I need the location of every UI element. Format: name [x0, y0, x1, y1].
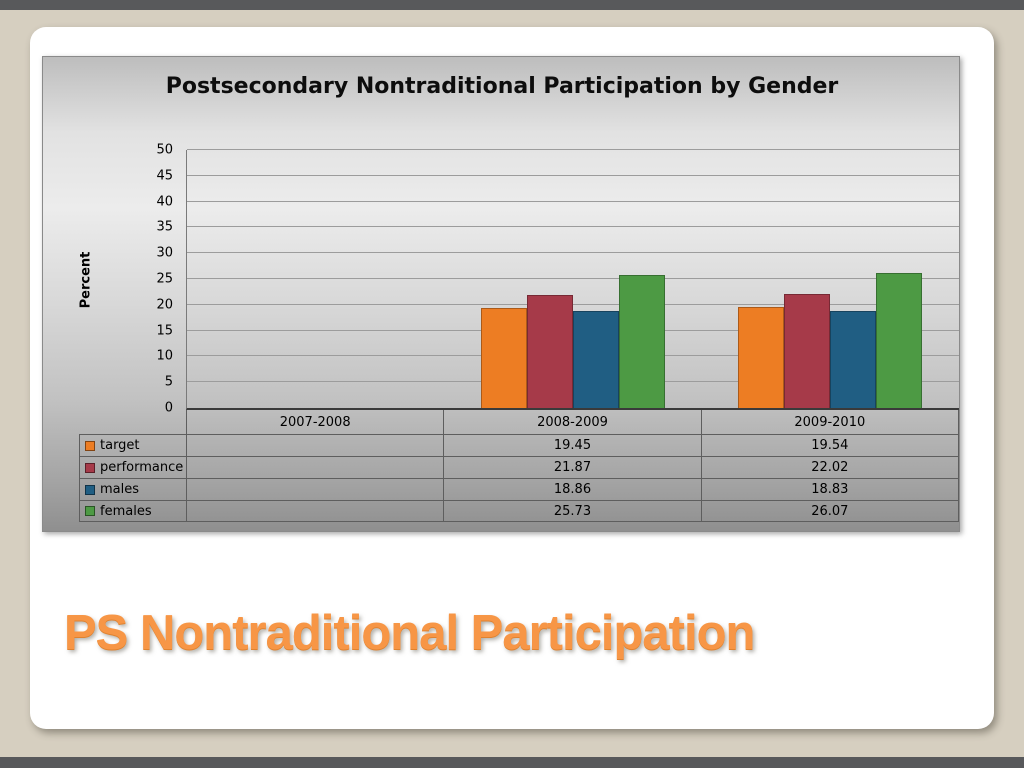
value-cell: 18.83: [700, 478, 959, 500]
gridline: [187, 149, 959, 150]
series-name: target: [100, 438, 140, 453]
gridline: [187, 278, 959, 279]
table-row-males: males 18.86 18.83: [79, 478, 959, 500]
series-label-cell: target: [79, 434, 186, 456]
series-name: males: [100, 482, 140, 497]
value-cell: [186, 434, 444, 456]
gridline: [187, 252, 959, 254]
y-tick-label: 5: [164, 374, 173, 390]
table-header-row: 2007-2008 2008-2009 2009-2010: [186, 410, 959, 434]
y-tick-label: 50: [156, 142, 173, 158]
y-tick-label: 25: [156, 271, 173, 287]
y-tick-label: 35: [156, 219, 173, 235]
column-header: 2008-2009: [443, 410, 700, 434]
y-axis-ticks: 0 5 10 15 20 25 30 35 40 45 50: [43, 143, 177, 416]
table-row-females: females 25.73 26.07: [79, 500, 959, 522]
value-cell: [186, 500, 444, 522]
bar-performance-2009-2010: [784, 294, 831, 408]
gridline: [187, 226, 959, 228]
chart-panel: Postsecondary Nontraditional Participati…: [42, 56, 960, 532]
chart-title: Postsecondary Nontraditional Participati…: [165, 74, 839, 99]
table-row-performance: performance 21.87 22.02: [79, 456, 959, 478]
series-label-cell: males: [79, 478, 186, 500]
series-name: females: [100, 503, 152, 519]
top-border-bar: [0, 0, 1024, 10]
data-table: 2007-2008 2008-2009 2009-2010 target 19.45 19…: [79, 410, 959, 522]
plot-area: [186, 149, 959, 410]
column-header: 2007-2008: [186, 410, 443, 434]
gridline: [187, 200, 959, 202]
category-group-2008-2009: [444, 150, 701, 408]
gridline: [187, 174, 959, 176]
value-cell: 25.73: [443, 500, 701, 522]
value-cell: [186, 478, 444, 500]
bar-males-2008-2009: [572, 310, 619, 408]
y-tick-label: 40: [156, 194, 173, 210]
y-tick-label: 0: [164, 400, 173, 416]
y-tick-label: 30: [156, 245, 173, 261]
category-group-2009-2010: [702, 150, 959, 408]
value-cell: 22.02: [700, 456, 959, 478]
bar-target-2009-2010: [738, 307, 785, 408]
legend-swatch-target: [85, 440, 95, 451]
category-group-2007-2008: [187, 150, 444, 408]
bar-females-2008-2009: [618, 275, 665, 408]
slide: Postsecondary Nontraditional Participati…: [30, 27, 994, 729]
value-cell: 26.07: [700, 500, 959, 522]
bar-target-2008-2009: [480, 307, 527, 408]
slide-title: PS Nontraditional Participation: [64, 606, 755, 660]
gridline: [187, 303, 959, 305]
legend-swatch-performance: [85, 462, 95, 473]
bar-groups: [187, 150, 959, 408]
series-name: performance: [100, 460, 184, 475]
y-tick-label: 10: [156, 348, 173, 364]
bar-performance-2008-2009: [526, 295, 573, 408]
table-row-target: target 19.45 19.54: [79, 434, 959, 456]
bar-males-2009-2010: [830, 310, 877, 408]
column-header: 2009-2010: [700, 410, 959, 434]
legend-swatch-males: [85, 484, 95, 495]
bottom-border-bar: [0, 757, 1024, 768]
legend-swatch-females: [85, 506, 95, 516]
series-label-cell: females: [79, 500, 186, 522]
series-label-cell: performance: [79, 456, 186, 478]
value-cell: 19.45: [443, 434, 701, 456]
value-cell: 19.54: [700, 434, 959, 456]
value-cell: [186, 456, 444, 478]
y-tick-label: 15: [156, 323, 173, 339]
bar-females-2009-2010: [876, 273, 923, 408]
value-cell: 21.87: [443, 456, 701, 478]
y-tick-label: 20: [156, 297, 173, 313]
y-tick-label: 45: [156, 168, 173, 184]
value-cell: 18.86: [443, 478, 701, 500]
